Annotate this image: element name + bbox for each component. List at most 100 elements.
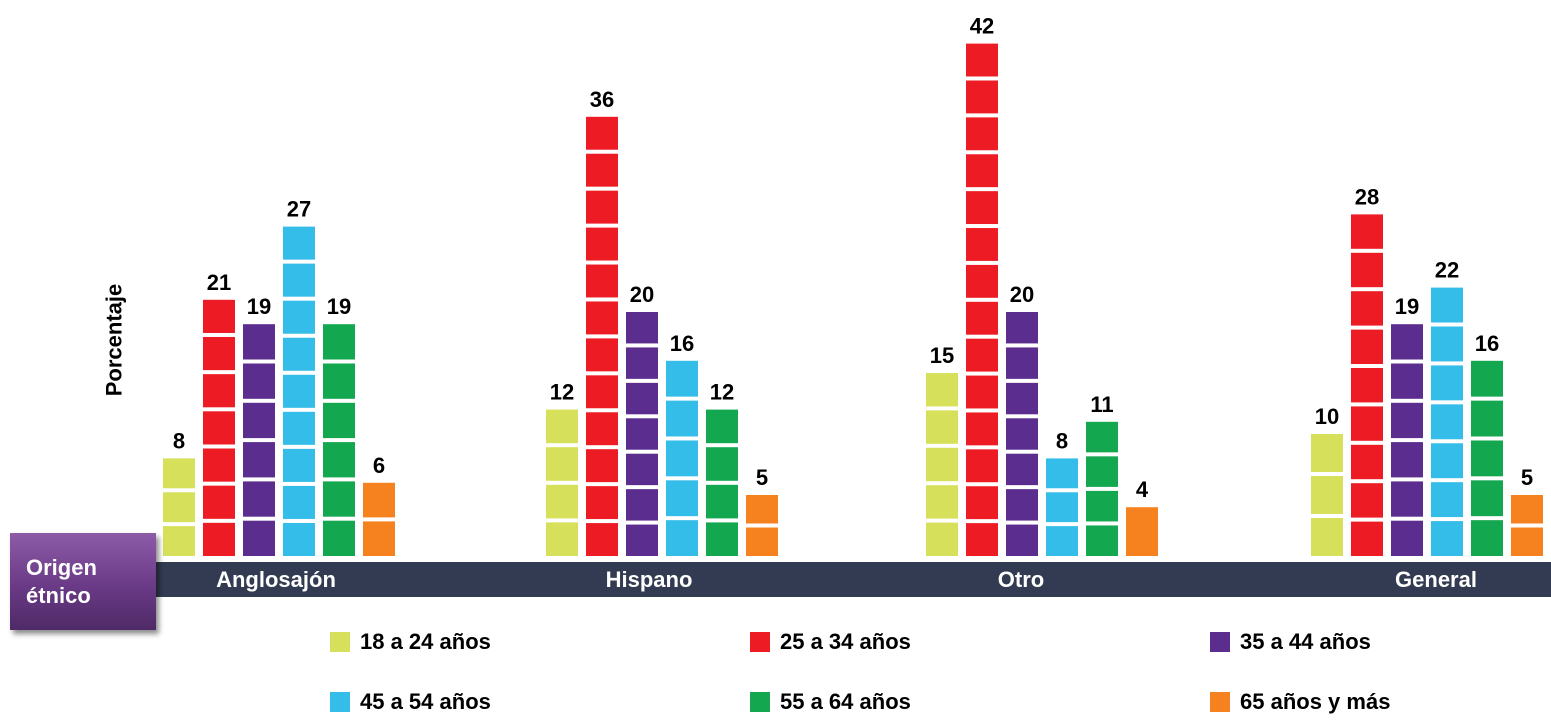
bar [163,458,195,556]
bar-segment [1431,521,1463,556]
data-label: 20 [1010,282,1034,307]
legend-swatch [1210,632,1230,652]
data-label: 16 [670,331,694,356]
bar-segment [1311,476,1343,514]
bar-segment [363,521,395,556]
bar-segment [283,337,315,371]
legend-label: 45 a 54 años [360,689,491,714]
bar-segment [283,226,315,260]
bar-segment [243,324,275,360]
bar-segment [1391,520,1423,556]
category-label: Otro [998,567,1044,592]
bar-segment [1046,492,1078,523]
bar-segment [1006,453,1038,486]
bar-segment [323,481,355,517]
bar-segment [626,489,658,521]
bar-segment [323,520,355,556]
bar-segment [203,374,235,408]
bar-segment [966,154,998,188]
bar-segment [323,324,355,360]
bar-segment [966,486,998,520]
bar-segment [966,43,998,77]
bar [626,312,658,556]
bar-segment [546,409,578,444]
bar-segment [283,448,315,482]
bar [363,482,395,556]
bar-segment [1351,521,1383,556]
bar-segment [626,453,658,486]
bar-segment [1351,368,1383,403]
category-label: Hispano [606,567,693,592]
bar-segment [1511,527,1543,556]
legend-item: 65 años y más [1210,678,1530,726]
bar [1126,507,1158,556]
bar-segment [243,481,275,517]
bar-segment [163,458,195,489]
bar-segment [926,373,958,407]
legend-label: 65 años y más [1240,689,1391,714]
bar-segment [1006,312,1038,344]
bar-segment [1391,481,1423,517]
data-label: 10 [1315,404,1339,429]
data-label: 5 [1521,465,1533,490]
bar-segment [706,409,738,444]
data-label: 5 [756,465,768,490]
bar-segment [1086,421,1118,453]
data-label: 27 [287,197,311,222]
bar-segment [966,338,998,372]
bar-segment [1351,329,1383,364]
legend-item: 35 a 44 años [1210,618,1530,666]
data-label: 12 [710,380,734,405]
bar-segment [666,480,698,517]
bar [546,409,578,556]
bar-segment [1431,482,1463,518]
bar-segment [626,524,658,556]
bar-segment [363,482,395,518]
bar-segment [1046,526,1078,556]
bar-segment [203,299,235,333]
bar [706,409,738,556]
origin-badge-line-2: étnico [26,582,91,608]
y-axis-label: Porcentaje [101,283,126,397]
data-label: 16 [1475,331,1499,356]
bar-segment [1391,324,1423,360]
bar-segment [163,526,195,556]
bar-segment [283,263,315,297]
bar-segment [706,522,738,556]
bar-segment [586,190,618,224]
bar-segment [1126,507,1158,556]
bar-segment [1471,360,1503,397]
bar-segment [1511,495,1543,524]
bar-segment [586,412,618,446]
origin-badge: Origen étnico [10,533,156,630]
bar-segment [966,191,998,225]
bar-segment [626,312,658,344]
bar-segment [243,363,275,399]
bar-segment [1351,483,1383,518]
bar-segment [966,264,998,298]
bar-segment [1431,326,1463,362]
data-label: 15 [930,343,954,368]
bar-segment [626,382,658,415]
legend-item: 55 a 64 años [750,678,1210,726]
bar [203,299,235,556]
bar-segment [966,523,998,556]
legend-label: 55 a 64 años [780,689,911,714]
bar-segment [1471,520,1503,556]
category-label: General [1395,567,1477,592]
bar-segment [586,116,618,150]
bar-segment [1006,418,1038,450]
bar-segment [706,484,738,519]
bar-segment [966,449,998,483]
bar [1431,287,1463,556]
bar-segment [1431,443,1463,479]
bar-segment [1471,480,1503,517]
bar-segment [546,447,578,481]
bar-segment [666,360,698,397]
bar-segment [1351,444,1383,480]
bar-segment [1351,252,1383,288]
bar-segment [626,418,658,450]
bar-segment [1351,291,1383,326]
data-label: 19 [327,294,351,319]
